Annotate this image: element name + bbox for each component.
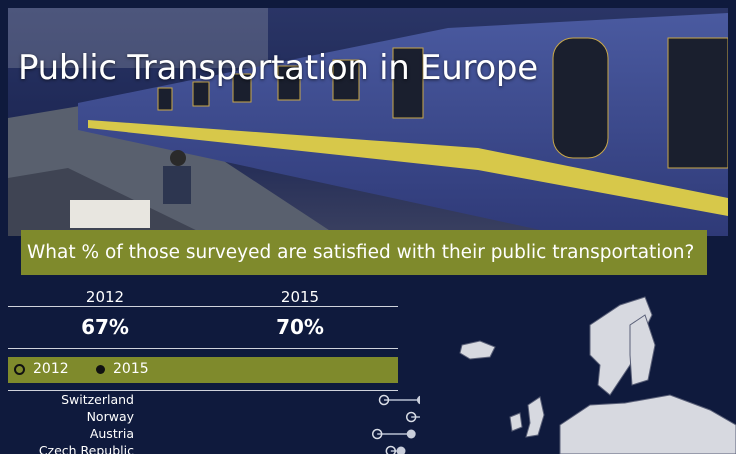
legend-item-2012: 2012 [14,361,69,377]
category-label: Norway [87,409,135,424]
dot-2012 [405,411,417,423]
chart-legend: 2012 2015 [8,357,398,383]
summary-value-2015: 70% [276,315,324,339]
dot-2015 [396,446,406,454]
summary-year-2012: 2012 [85,288,125,306]
dot-2012 [371,428,383,440]
question-banner: What % of those surveyed are satisfied w… [21,230,707,275]
survey-question: What % of those surveyed are satisfied w… [27,242,695,263]
iceland-shape [459,340,496,360]
solid-circle-icon [96,364,105,374]
mainland-shape [559,394,736,454]
category-label: Czech Republic [39,443,134,454]
legend-label: 2012 [33,361,69,377]
summary-value-2012: 67% [81,315,129,339]
category-label: Austria [90,426,134,441]
dot-2012 [378,394,390,406]
divider [8,390,398,391]
uk-shape [525,396,545,438]
legend-item-2015: 2015 [96,361,149,377]
train-illustration [8,8,728,236]
finland-shape [629,314,656,386]
category-label: Switzerland [61,392,134,407]
page-title: Public Transportation in Europe [18,48,538,88]
summary-year-2015: 2015 [280,288,320,306]
ireland-shape [509,412,523,432]
hero-image: Public Transportation in Europe [8,8,728,236]
dot-chart: Switzerland Norway Austria Czech Republic [39,392,420,454]
open-circle-icon [14,363,25,375]
europe-map [459,296,736,454]
legend-label: 2015 [113,361,149,377]
dot-2015 [406,429,416,439]
divider [8,306,398,307]
dot-2012 [385,445,397,454]
divider [8,348,398,349]
dot-2015 [416,395,420,405]
